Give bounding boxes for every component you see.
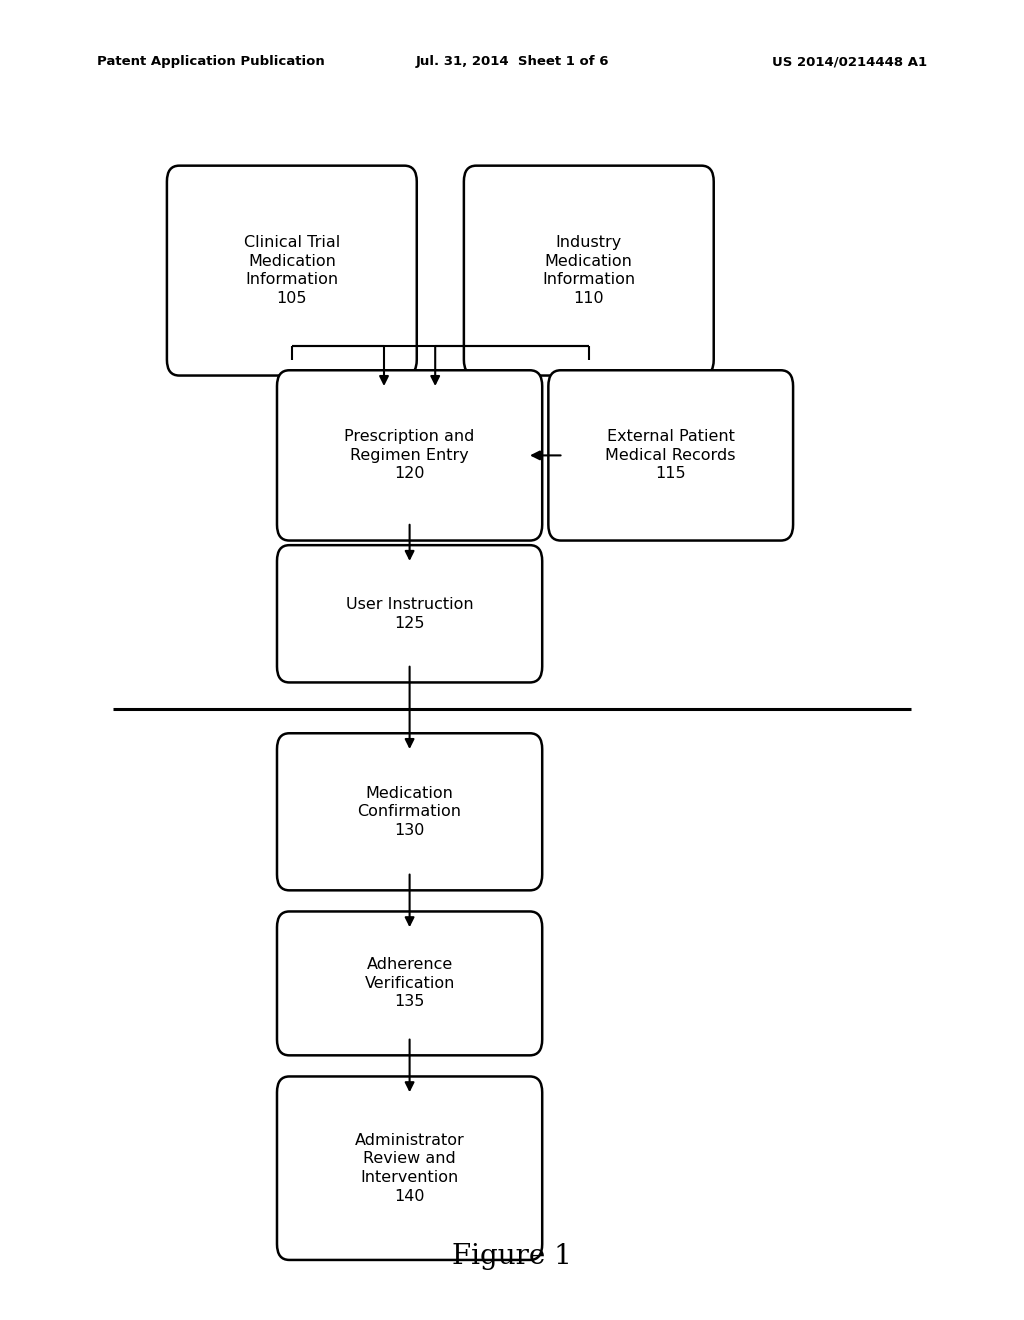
Text: User Instruction
125: User Instruction 125 — [346, 597, 473, 631]
Text: Administrator
Review and
Intervention
140: Administrator Review and Intervention 14… — [354, 1133, 465, 1204]
Text: Medication
Confirmation
130: Medication Confirmation 130 — [357, 785, 462, 838]
FancyBboxPatch shape — [276, 1077, 543, 1259]
Text: Prescription and
Regimen Entry
120: Prescription and Regimen Entry 120 — [344, 429, 475, 482]
Text: External Patient
Medical Records
115: External Patient Medical Records 115 — [605, 429, 736, 482]
FancyBboxPatch shape — [167, 165, 417, 375]
FancyBboxPatch shape — [276, 370, 543, 541]
Text: Patent Application Publication: Patent Application Publication — [97, 55, 325, 69]
Text: US 2014/0214448 A1: US 2014/0214448 A1 — [772, 55, 927, 69]
FancyBboxPatch shape — [464, 165, 714, 375]
Text: Adherence
Verification
135: Adherence Verification 135 — [365, 957, 455, 1010]
FancyBboxPatch shape — [549, 370, 793, 541]
FancyBboxPatch shape — [276, 734, 543, 890]
Text: Jul. 31, 2014  Sheet 1 of 6: Jul. 31, 2014 Sheet 1 of 6 — [416, 55, 608, 69]
FancyBboxPatch shape — [276, 911, 543, 1056]
Text: Industry
Medication
Information
110: Industry Medication Information 110 — [543, 235, 635, 306]
Text: Figure 1: Figure 1 — [452, 1243, 572, 1270]
FancyBboxPatch shape — [276, 545, 543, 682]
Text: Clinical Trial
Medication
Information
105: Clinical Trial Medication Information 10… — [244, 235, 340, 306]
